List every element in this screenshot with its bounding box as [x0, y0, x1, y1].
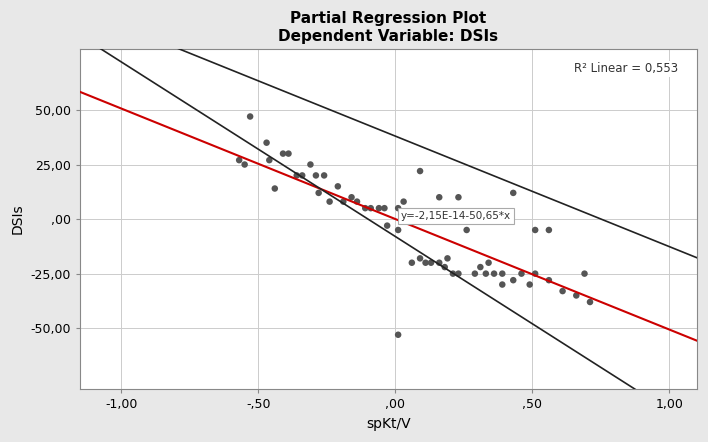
- Point: [338, 198, 349, 205]
- Point: [313, 189, 324, 196]
- Point: [543, 226, 554, 233]
- Point: [584, 298, 595, 305]
- Point: [420, 259, 431, 266]
- Point: [297, 172, 308, 179]
- Text: R² Linear = 0,553: R² Linear = 0,553: [574, 62, 678, 76]
- Point: [365, 205, 377, 212]
- X-axis label: spKt/V: spKt/V: [366, 417, 411, 431]
- Point: [398, 198, 409, 205]
- Point: [414, 168, 426, 175]
- Point: [382, 222, 393, 229]
- Point: [319, 172, 330, 179]
- Point: [453, 270, 464, 277]
- Point: [508, 189, 519, 196]
- Point: [496, 270, 508, 277]
- Point: [414, 255, 426, 262]
- Point: [392, 205, 404, 212]
- Point: [379, 205, 390, 212]
- Point: [304, 161, 316, 168]
- Point: [392, 226, 404, 233]
- Point: [453, 194, 464, 201]
- Point: [360, 205, 371, 212]
- Point: [524, 281, 535, 288]
- Point: [530, 270, 541, 277]
- Point: [461, 226, 472, 233]
- Point: [474, 263, 486, 271]
- Point: [469, 270, 481, 277]
- Point: [433, 194, 445, 201]
- Point: [579, 270, 590, 277]
- Point: [373, 205, 384, 212]
- Point: [278, 150, 289, 157]
- Point: [239, 161, 251, 168]
- Point: [508, 277, 519, 284]
- Point: [406, 259, 418, 266]
- Point: [543, 277, 554, 284]
- Title: Partial Regression Plot
Dependent Variable: DSIs: Partial Regression Plot Dependent Variab…: [278, 11, 498, 43]
- Point: [351, 198, 362, 205]
- Point: [310, 172, 321, 179]
- Point: [291, 172, 302, 179]
- Point: [244, 113, 256, 120]
- Point: [483, 259, 494, 266]
- Point: [324, 198, 336, 205]
- Point: [442, 255, 453, 262]
- Point: [557, 288, 569, 295]
- Point: [263, 156, 275, 164]
- Point: [261, 139, 273, 146]
- Point: [332, 183, 343, 190]
- Point: [426, 259, 437, 266]
- Point: [489, 270, 500, 277]
- Point: [439, 263, 450, 271]
- Point: [530, 226, 541, 233]
- Text: y=-2,15E-14-50,65*x: y=-2,15E-14-50,65*x: [401, 211, 511, 221]
- Point: [516, 270, 527, 277]
- Point: [433, 259, 445, 266]
- Point: [480, 270, 491, 277]
- Point: [282, 150, 294, 157]
- Point: [346, 194, 358, 201]
- Point: [571, 292, 582, 299]
- Y-axis label: DSIs: DSIs: [11, 204, 25, 234]
- Point: [392, 331, 404, 338]
- Point: [234, 156, 245, 164]
- Point: [496, 281, 508, 288]
- Point: [269, 185, 280, 192]
- Point: [447, 270, 459, 277]
